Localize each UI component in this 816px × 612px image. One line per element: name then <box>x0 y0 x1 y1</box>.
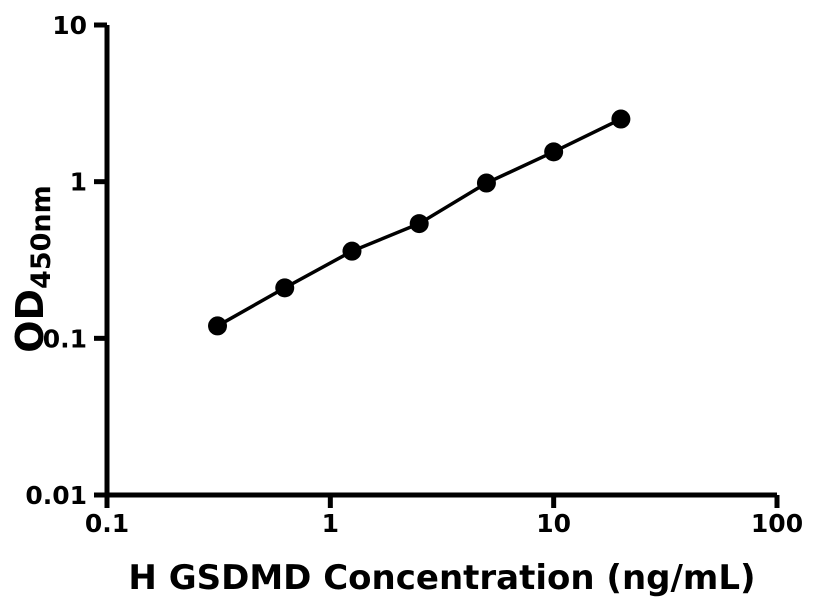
y-axis-title: OD450nm <box>7 184 57 354</box>
data-point <box>275 278 295 298</box>
data-point <box>544 142 564 162</box>
y-tick-label: 10 <box>52 11 87 40</box>
data-point <box>208 316 228 336</box>
y-tick-label: 0.1 <box>43 324 87 353</box>
x-tick-label: 10 <box>536 509 571 538</box>
y-axis-title-subscript: 450nm <box>26 185 57 289</box>
x-tick-label: 100 <box>751 509 803 538</box>
y-tick-label: 0.01 <box>25 481 87 510</box>
data-point <box>611 109 631 129</box>
data-point <box>342 241 362 261</box>
data-point <box>476 173 496 193</box>
x-tick-label: 1 <box>322 509 339 538</box>
x-axis-title: H GSDMD Concentration (ng/mL) <box>128 558 756 598</box>
x-tick-label: 0.1 <box>85 509 129 538</box>
data-point <box>409 214 429 234</box>
y-axis-title-main: OD <box>8 288 52 353</box>
y-tick-label: 1 <box>70 168 87 197</box>
axis-spines <box>104 25 777 498</box>
